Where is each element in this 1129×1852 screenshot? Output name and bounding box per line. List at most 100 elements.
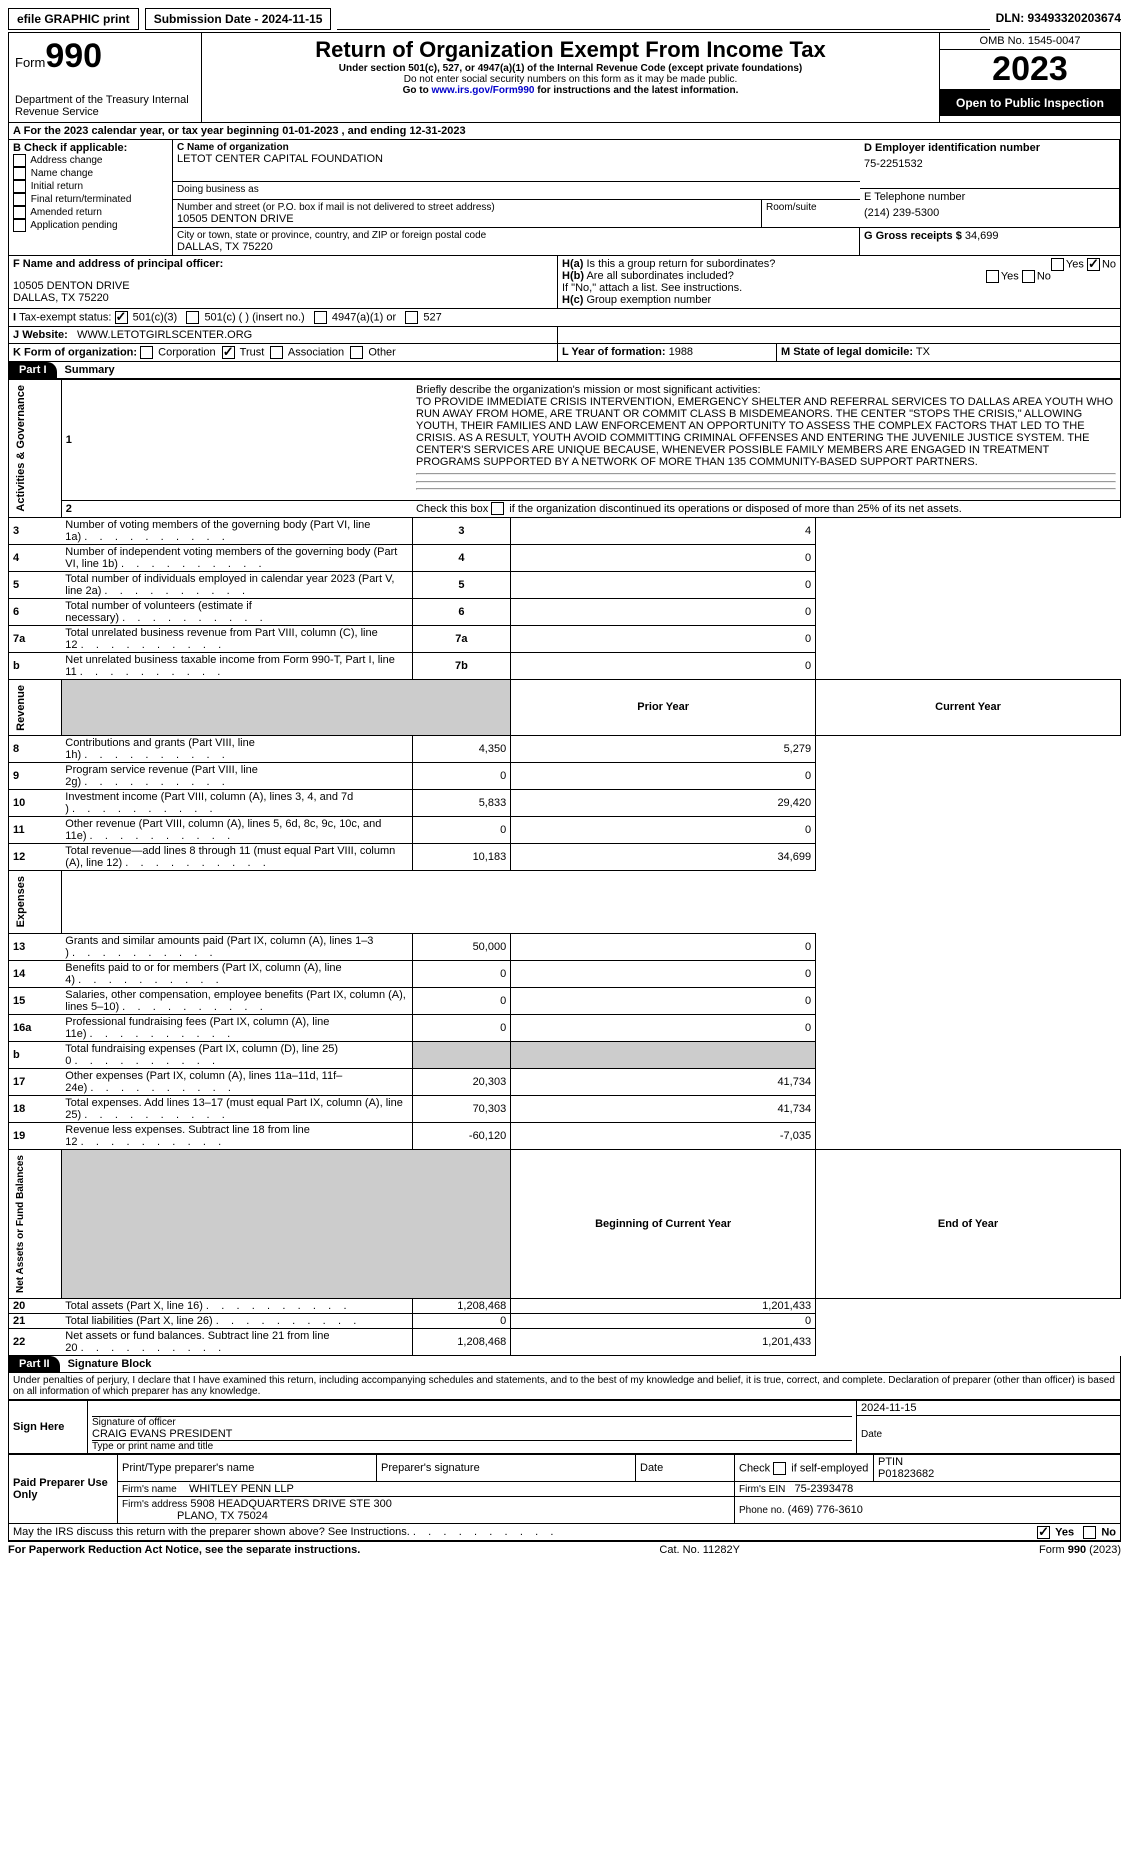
ha-text: Is this a group return for subordinates? xyxy=(586,258,775,270)
table-row: 22Net assets or fund balances. Subtract … xyxy=(9,1328,1121,1355)
prep-name-hdr: Print/Type preparer's name xyxy=(118,1455,377,1482)
discuss-row: May the IRS discuss this return with the… xyxy=(8,1524,1121,1541)
q2-cb[interactable] xyxy=(491,502,504,515)
efile-print-button[interactable]: efile GRAPHIC print xyxy=(8,8,139,30)
table-row: 16aProfessional fundraising fees (Part I… xyxy=(9,1014,1121,1041)
boy-hdr: Beginning of Current Year xyxy=(511,1149,816,1298)
addr-lbl: Number and street (or P.O. box if mail i… xyxy=(177,202,757,213)
mission: TO PROVIDE IMMEDIATE CRISIS INTERVENTION… xyxy=(416,396,1113,468)
c-name-lbl: C Name of organization xyxy=(177,142,856,153)
eoy-hdr: End of Year xyxy=(816,1149,1121,1298)
dba-lbl: Doing business as xyxy=(177,184,856,195)
table-row: 7aTotal unrelated business revenue from … xyxy=(9,625,1121,652)
f-lbl: F Name and address of principal officer: xyxy=(13,258,553,270)
officer-addr2: DALLAS, TX 75220 xyxy=(13,292,553,304)
domicile: TX xyxy=(916,346,930,358)
row-i: I Tax-exempt status: 501(c)(3) 501(c) ( … xyxy=(8,309,1121,327)
topbar-spacer xyxy=(337,8,989,30)
table-row: 19Revenue less expenses. Subtract line 1… xyxy=(9,1122,1121,1149)
ha-no[interactable] xyxy=(1087,258,1100,271)
tax-year: 2023 xyxy=(940,50,1120,90)
e-lbl: E Telephone number xyxy=(864,191,1115,203)
part1-num: Part I xyxy=(9,362,57,378)
row-bcde: B Check if applicable: Address change Na… xyxy=(8,140,1121,256)
i-501c[interactable] xyxy=(186,311,199,324)
firm-addr1: 5908 HEADQUARTERS DRIVE STE 300 xyxy=(190,1498,392,1510)
row-klm: K Form of organization: Corporation Trus… xyxy=(8,344,1121,362)
instructions-link[interactable]: www.irs.gov/Form990 xyxy=(431,85,534,96)
ptin-hdr: PTIN xyxy=(878,1456,903,1468)
ha-yes[interactable] xyxy=(1051,258,1064,271)
i-527[interactable] xyxy=(405,311,418,324)
declaration: Under penalties of perjury, I declare th… xyxy=(8,1373,1121,1400)
firm-ein: 75-2393478 xyxy=(795,1483,854,1495)
k-trust[interactable] xyxy=(222,346,235,359)
table-row: 17Other expenses (Part IX, column (A), l… xyxy=(9,1068,1121,1095)
self-emp: Check if self-employed xyxy=(735,1455,874,1482)
b-cb[interactable] xyxy=(13,167,26,180)
hb-yes[interactable] xyxy=(986,270,999,283)
k-other[interactable] xyxy=(350,346,363,359)
m-lbl: M State of legal domicile: xyxy=(781,346,913,358)
prep-date-hdr: Date xyxy=(636,1455,735,1482)
b-cb[interactable] xyxy=(13,219,26,232)
box-b: B Check if applicable: Address change Na… xyxy=(9,140,173,255)
submission-date: Submission Date - 2024-11-15 xyxy=(145,8,332,30)
exp-label: Expenses xyxy=(13,872,29,931)
part1-bar: Part I Summary xyxy=(8,362,1121,379)
hc-text: Group exemption number xyxy=(586,294,711,306)
table-row: 12Total revenue—add lines 8 through 11 (… xyxy=(9,844,1121,871)
k-corp[interactable] xyxy=(140,346,153,359)
open-public: Open to Public Inspection xyxy=(940,90,1120,116)
table-row: 21Total liabilities (Part X, line 26)00 xyxy=(9,1313,1121,1328)
row-jlm: J Website: WWW.LETOTGIRLSCENTER.ORG xyxy=(8,327,1121,344)
discuss-no[interactable] xyxy=(1083,1526,1096,1539)
table-row: 11Other revenue (Part VIII, column (A), … xyxy=(9,817,1121,844)
city-lbl: City or town, state or province, country… xyxy=(177,230,855,241)
table-row: 18Total expenses. Add lines 13–17 (must … xyxy=(9,1095,1121,1122)
part2-num: Part II xyxy=(9,1356,60,1372)
form-header: Form990 Department of the Treasury Inter… xyxy=(8,32,1121,123)
i-501c3[interactable] xyxy=(115,311,128,324)
row-a: A For the 2023 calendar year, or tax yea… xyxy=(8,123,1121,140)
ptin: P01823682 xyxy=(878,1468,934,1480)
i-lbl: Tax-exempt status: xyxy=(19,311,111,323)
website: WWW.LETOTGIRLSCENTER.ORG xyxy=(77,329,252,341)
k-assn[interactable] xyxy=(270,346,283,359)
hb-no[interactable] xyxy=(1022,270,1035,283)
i-4947[interactable] xyxy=(314,311,327,324)
table-row: 8Contributions and grants (Part VIII, li… xyxy=(9,736,1121,763)
g-lbl: G Gross receipts $ xyxy=(864,230,962,242)
self-emp-cb[interactable] xyxy=(773,1462,786,1475)
table-row: 4Number of independent voting members of… xyxy=(9,544,1121,571)
discuss-yes[interactable] xyxy=(1037,1526,1050,1539)
name-lbl: Type or print name and title xyxy=(92,1440,852,1452)
table-row: 20Total assets (Part X, line 16)1,208,46… xyxy=(9,1298,1121,1313)
paid-here: Paid Preparer Use Only xyxy=(9,1455,118,1524)
org-name: LETOT CENTER CAPITAL FOUNDATION xyxy=(177,153,856,165)
dept-label: Department of the Treasury Internal Reve… xyxy=(15,94,195,118)
summary-table: Activities & Governance 1 Briefly descri… xyxy=(8,379,1121,1356)
table-row: 9Program service revenue (Part VIII, lin… xyxy=(9,763,1121,790)
b-cb[interactable] xyxy=(13,206,26,219)
ein: 75-2251532 xyxy=(864,158,1115,170)
table-row: 15Salaries, other compensation, employee… xyxy=(9,987,1121,1014)
sig-lbl: Signature of officer xyxy=(92,1416,852,1428)
b-cb[interactable] xyxy=(13,180,26,193)
line-a: A For the 2023 calendar year, or tax yea… xyxy=(9,123,1120,139)
table-row: 6Total number of volunteers (estimate if… xyxy=(9,598,1121,625)
footer: For Paperwork Reduction Act Notice, see … xyxy=(8,1541,1121,1556)
sign-date: 2024-11-15 xyxy=(857,1400,1121,1415)
firm-name: WHITLEY PENN LLP xyxy=(189,1483,294,1495)
row-fh: F Name and address of principal officer:… xyxy=(8,256,1121,309)
part1-title: Summary xyxy=(57,362,123,378)
b-cb[interactable] xyxy=(13,193,26,206)
subtitle3: Go to www.irs.gov/Form990 for instructio… xyxy=(208,85,933,96)
cy-hdr: Current Year xyxy=(816,679,1121,736)
form-title: Return of Organization Exempt From Incom… xyxy=(208,37,933,63)
phone: (214) 239-5300 xyxy=(864,207,1115,219)
b-cb[interactable] xyxy=(13,154,26,167)
footer-cat: Cat. No. 11282Y xyxy=(659,1544,740,1556)
omb-no: OMB No. 1545-0047 xyxy=(940,33,1120,50)
table-row: 14Benefits paid to or for members (Part … xyxy=(9,960,1121,987)
